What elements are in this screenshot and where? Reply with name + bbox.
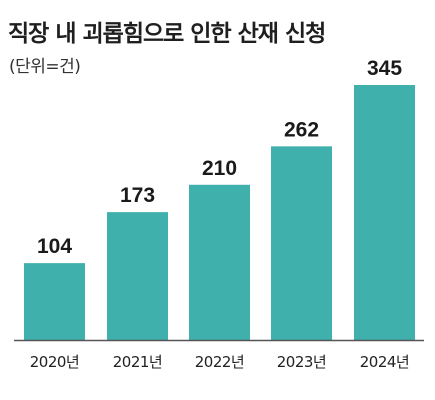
data-label: 210	[202, 157, 237, 180]
x-tick-label: 2022년	[195, 353, 244, 371]
bar-2020년	[24, 263, 85, 340]
x-tick-label: 2024년	[360, 353, 409, 371]
x-tick-label: 2021년	[113, 353, 162, 371]
data-label: 262	[284, 118, 319, 141]
data-label: 345	[367, 57, 402, 80]
chart-subtitle: (단위=건)	[9, 57, 81, 77]
bar-2024년	[354, 85, 415, 340]
bar-2022년	[189, 184, 250, 340]
bar-2023년	[271, 146, 332, 340]
x-tick-label: 2023년	[277, 353, 326, 371]
data-label: 104	[37, 235, 72, 258]
chart-title: 직장 내 괴롭힘으로 인한 산재 신청	[8, 21, 326, 47]
data-label: 173	[120, 184, 155, 207]
bar-2021년	[107, 212, 168, 340]
x-tick-label: 2020년	[30, 353, 79, 371]
